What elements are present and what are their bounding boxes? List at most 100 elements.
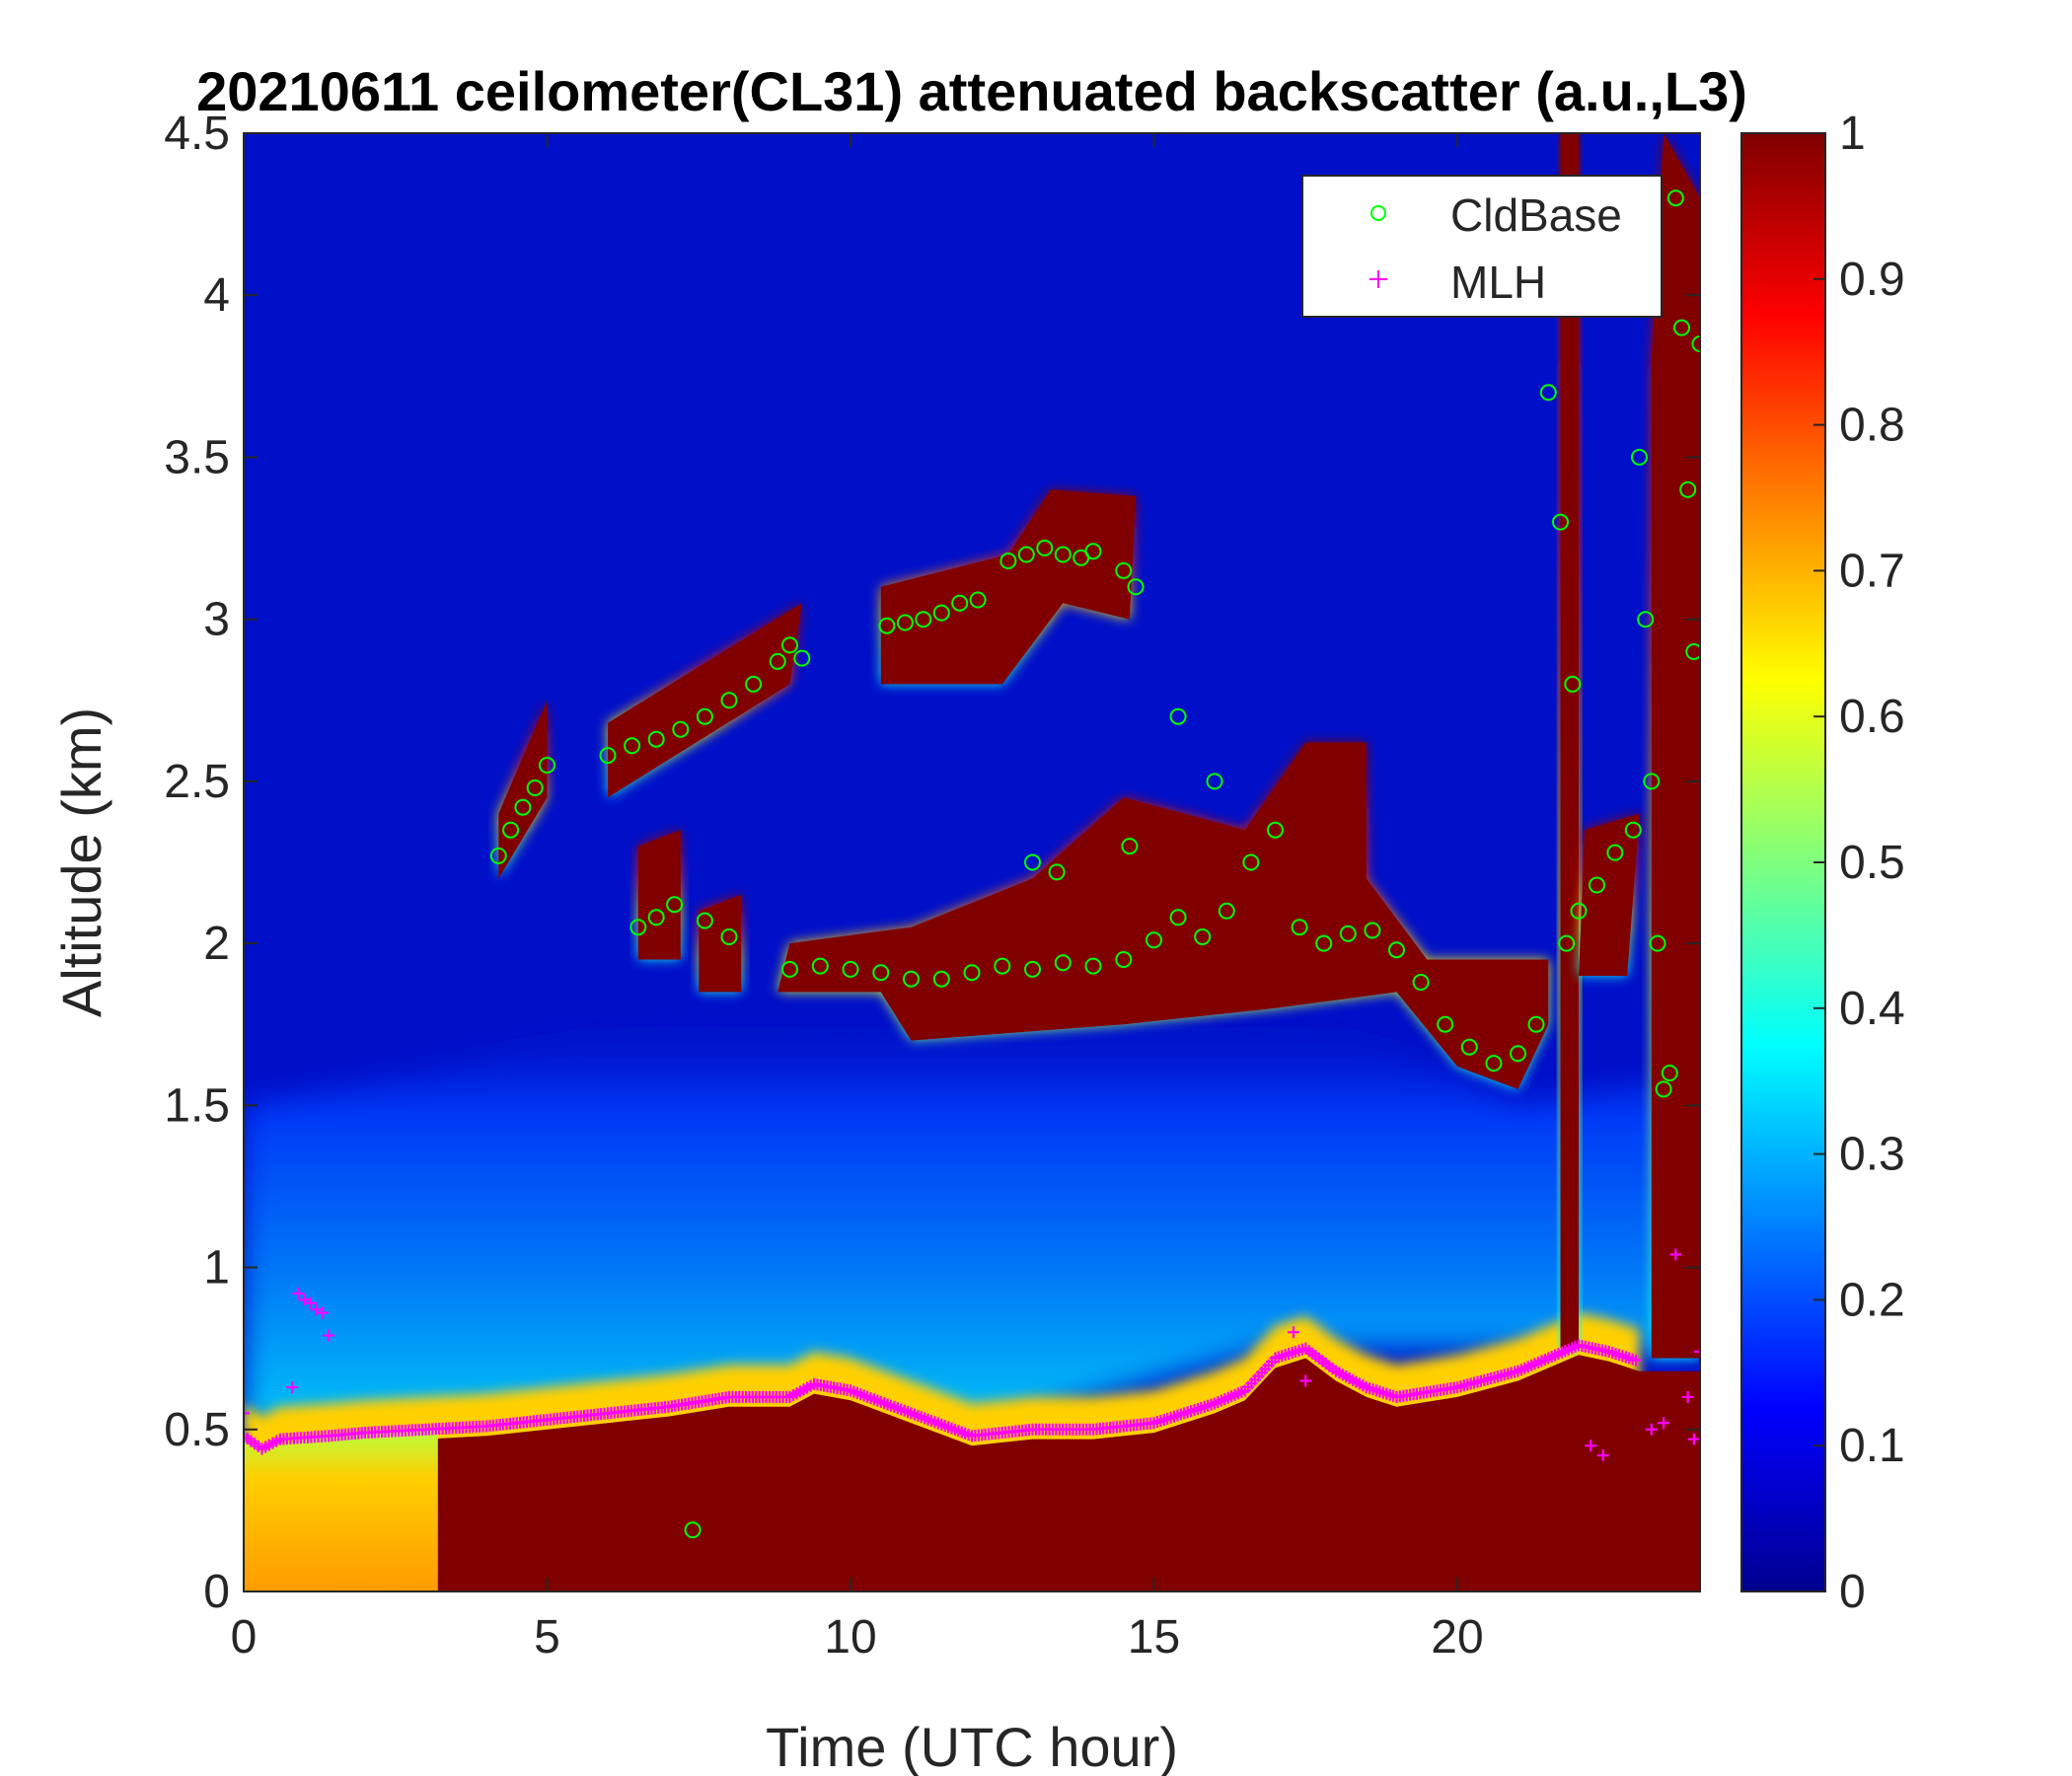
- colorbar-tick-label: 1: [1839, 108, 1866, 160]
- cldbase-point: [1146, 931, 1162, 949]
- cldbase-point: [915, 611, 932, 629]
- heatmap-aerosol-layer: [244, 1007, 1700, 1430]
- heatmap-early-surface-layer: [244, 1429, 438, 1591]
- cldbase-point: [1485, 1055, 1503, 1073]
- mlh-outlier-point: [1669, 1248, 1682, 1261]
- mlh-outlier-point: [316, 1306, 329, 1319]
- heatmap-cloud-7: [1560, 133, 1579, 1349]
- mlh-point: [1630, 1354, 1643, 1367]
- cldbase-point: [684, 1521, 702, 1539]
- cldbase-point: [1036, 539, 1054, 556]
- colorbar-tick-label: 0.3: [1839, 1129, 1905, 1181]
- cldbase-point: [647, 730, 665, 748]
- mlh-outlier-point: [1585, 1440, 1597, 1452]
- cldbase-point: [1127, 578, 1145, 596]
- heatmap-boundary-layer: [425, 1355, 1700, 1591]
- cldbase-point: [1121, 838, 1139, 855]
- legend-box: [1301, 175, 1663, 318]
- mlh-outlier-point: [292, 1287, 305, 1299]
- chart-title: 20210611 ceilometer(CL31) attenuated bac…: [196, 60, 1747, 122]
- y-tick-label: 0: [203, 1566, 230, 1618]
- cldbase-point: [1169, 707, 1187, 725]
- legend-cldbase-marker: [1370, 205, 1386, 221]
- mlh-outlier-point: [1658, 1417, 1670, 1430]
- cldbase-point: [1679, 481, 1697, 498]
- heatmap-cloud-2: [608, 603, 802, 798]
- cldbase-point: [1552, 513, 1569, 531]
- cldbase-point: [1691, 335, 1700, 352]
- cldbase-point: [1558, 934, 1576, 952]
- cldbase-point: [1673, 319, 1690, 336]
- cldbase-point: [1661, 1065, 1678, 1081]
- x-tick-label: 0: [231, 1611, 258, 1664]
- x-axis-label: Time (UTC hour): [766, 1716, 1178, 1776]
- legend-mlh-marker: [1369, 270, 1387, 288]
- heatmap-cloud-1: [498, 700, 548, 879]
- cldbase-point: [1412, 974, 1430, 991]
- heatmap-cloud-3: [880, 489, 1136, 685]
- cldbase-point: [720, 692, 738, 709]
- y-tick-label: 0.5: [164, 1404, 230, 1456]
- y-axis-label: Altitude (km): [50, 707, 112, 1017]
- cldbase-point: [842, 960, 859, 978]
- cldbase-point: [951, 594, 969, 612]
- cldbase-point: [963, 964, 981, 982]
- x-tick-label: 10: [824, 1611, 876, 1664]
- cldbase-point: [932, 970, 950, 988]
- cldbase-point: [1637, 611, 1655, 629]
- cldbase-point: [1624, 821, 1642, 839]
- cldbase-point: [1643, 773, 1661, 790]
- cldbase-point: [1510, 1045, 1526, 1063]
- mlh-series: [244, 1248, 1700, 1462]
- cldbase-point: [1054, 546, 1072, 563]
- cldbase-point: [1267, 821, 1284, 839]
- cldbase-point: [1115, 561, 1133, 579]
- colorbar-tick-label: 0.2: [1839, 1274, 1905, 1326]
- cldbase-point: [1024, 853, 1041, 871]
- mlh-outlier-point: [1694, 1345, 1700, 1358]
- heatmap-cloud-4: [637, 830, 681, 960]
- cldbase-point: [1054, 954, 1072, 972]
- heatmap-cloud-5: [699, 894, 742, 993]
- cldbase-point: [1315, 934, 1333, 952]
- y-tick-label: 1: [203, 1242, 230, 1295]
- legend-mlh-label: MLH: [1450, 257, 1546, 308]
- colorbar-tick-label: 0.7: [1839, 545, 1905, 597]
- cldbase-point: [1539, 384, 1557, 402]
- cldbase-point: [1460, 1038, 1478, 1056]
- legend-cldbase-label: CldBase: [1450, 189, 1622, 241]
- colorbar-tick-label: 0.8: [1839, 400, 1905, 452]
- y-tick-label: 1.5: [164, 1079, 230, 1132]
- cldbase-point: [1291, 919, 1308, 936]
- cldbase-point: [539, 757, 555, 774]
- cldbase-point: [1685, 643, 1700, 660]
- y-tick-label: 3.5: [164, 431, 230, 483]
- mlh-outlier-point: [1596, 1449, 1609, 1462]
- mlh-outlier-point: [286, 1381, 299, 1394]
- colorbar-ticks: 0 0.1 0.2 0.3 0.4 0.5 0.6 0.7 0.8 0.9 1: [1813, 108, 1905, 1618]
- x-axis: 0 5 10 15 20: [231, 133, 1484, 1664]
- cldbase-point: [599, 747, 617, 765]
- cldbase-point: [672, 720, 690, 738]
- mlh-outlier-point: [244, 1407, 250, 1420]
- cldbase-point: [1024, 960, 1041, 978]
- cldbase-series: [489, 189, 1700, 1539]
- mlh-outlier-point: [310, 1303, 323, 1316]
- plot-frame: [243, 132, 1701, 1592]
- colorbar-tick-label: 0.6: [1839, 691, 1905, 743]
- cldbase-point: [872, 964, 890, 982]
- colorbar: 0 0.1 0.2 0.3 0.4 0.5 0.6 0.7 0.8 0.9 1: [1740, 108, 1905, 1618]
- cldbase-point: [1084, 957, 1102, 975]
- cldbase-point: [878, 617, 896, 634]
- colorbar-tick-label: 0.5: [1839, 837, 1905, 889]
- y-tick-label: 4.5: [164, 108, 230, 160]
- mlh-outlier-point: [1687, 1433, 1700, 1445]
- cldbase-point: [696, 912, 713, 929]
- plot-area: 0 5 10 15 20 0 0.5 1 1.5 2 2.5 3 3.5 4 4.5: [164, 108, 1701, 1664]
- cldbase-point: [1649, 934, 1666, 952]
- y-tick-label: 2: [203, 918, 230, 970]
- mlh-outlier-point: [1287, 1326, 1299, 1339]
- cldbase-point: [1631, 448, 1648, 466]
- cldbase-point: [896, 614, 914, 631]
